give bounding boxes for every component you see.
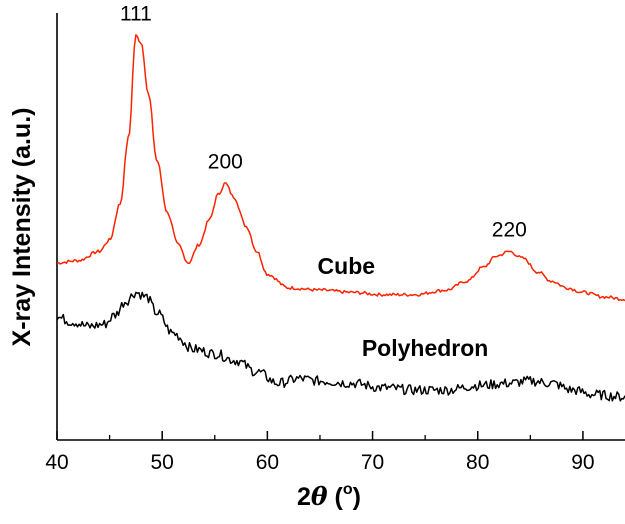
x-axis-title-theta: θ <box>311 482 328 511</box>
x-tick-label: 50 <box>151 451 174 474</box>
peak-label-111: 111 <box>120 3 152 26</box>
series-label-polyhedron: Polyhedron <box>362 335 489 361</box>
x-tick-label: 60 <box>256 451 279 474</box>
peak-label-200: 200 <box>208 150 243 173</box>
annotation-layer: 111 200 220 Cube Polyhedron <box>120 3 527 361</box>
peak-label-220: 220 <box>492 219 527 242</box>
x-axis-title-prefix: 2 <box>297 483 311 511</box>
series-label-cube: Cube <box>318 253 376 279</box>
series-line-polyhedron <box>56 291 625 402</box>
x-axis-title: 2θ (o) <box>297 481 361 511</box>
x-tick-label: 90 <box>571 451 594 474</box>
series-layer <box>56 34 625 402</box>
y-axis-title: X-ray Intensity (a.u.) <box>8 108 36 347</box>
x-tick-label: 80 <box>466 451 489 474</box>
ticks-layer: 40 50 60 70 80 90 <box>45 431 595 474</box>
x-tick-label: 40 <box>45 451 68 474</box>
series-line-cube <box>56 34 625 302</box>
x-axis-title-open: ( <box>328 483 344 511</box>
x-tick-label: 70 <box>361 451 384 474</box>
x-axis-title-close: ) <box>353 483 361 511</box>
x-axis-title-unit: o <box>343 481 353 498</box>
plot-area <box>56 13 625 441</box>
